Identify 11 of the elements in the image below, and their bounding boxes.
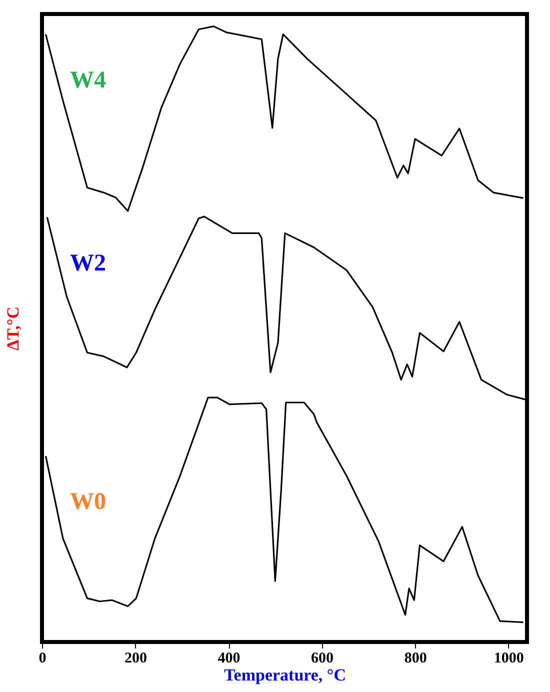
series-label: W4: [70, 67, 106, 94]
x-tick-label: 200: [124, 650, 148, 666]
x-tick-label: 800: [404, 650, 427, 666]
x-tick-label: 600: [311, 650, 334, 666]
series-label: W0: [70, 489, 106, 516]
x-tick-label: 1000: [494, 650, 524, 666]
x-tick-label: 400: [218, 650, 240, 666]
series-label: W2: [70, 250, 106, 276]
x-tick-label: 0: [38, 650, 46, 666]
x-axis-title: Temperature, °C: [224, 666, 346, 684]
y-axis-title: ΔT,°C: [4, 306, 22, 351]
